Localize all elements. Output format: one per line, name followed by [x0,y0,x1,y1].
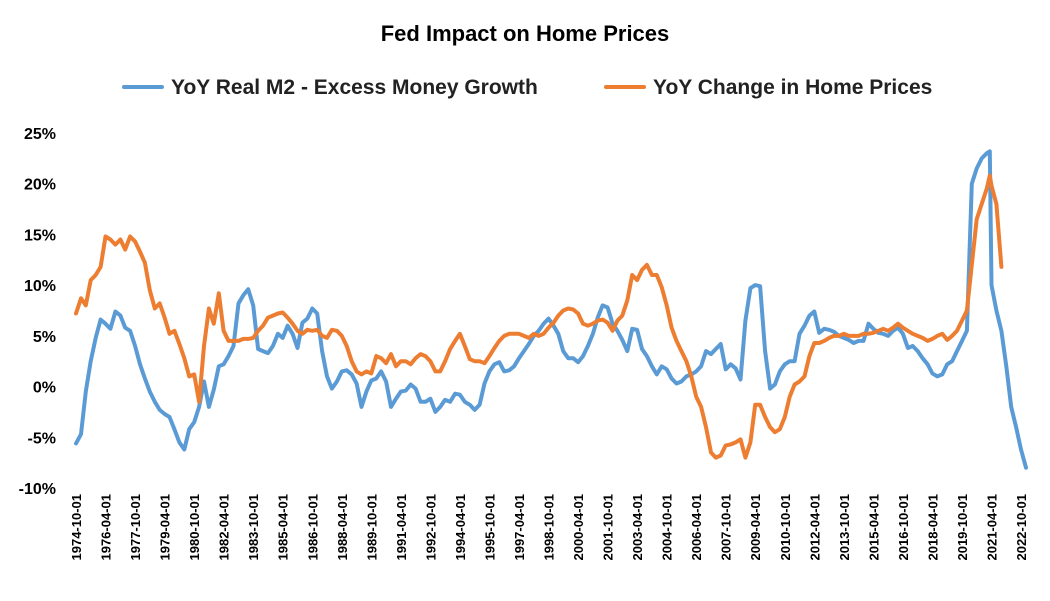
legend-label-home-prices: YoY Change in Home Prices [653,76,932,99]
chart-title: Fed Impact on Home Prices [381,21,670,46]
x-tick-label: 1974-10-01 [69,494,84,561]
x-tick-label: 2004-10-01 [660,494,675,561]
x-tick-label: 2001-10-01 [601,494,616,561]
series-line-m2 [74,149,1028,470]
y-tick-label: 15% [24,227,56,244]
x-tick-label: 2009-04-01 [748,494,763,561]
y-tick-label: -5% [28,430,56,447]
x-axis: 1974-10-01 1976-04-01 1977-10-01 1979-04-01… [69,494,1029,561]
x-tick-label: 2016-10-01 [896,494,911,561]
x-tick-label: 2000-04-01 [571,494,586,561]
legend-label-m2: YoY Real M2 - Excess Money Growth [171,76,538,99]
y-tick-label: 0% [33,380,56,397]
y-tick-label: -10% [19,481,56,498]
x-tick-label: 2022-10-01 [1014,494,1029,561]
x-tick-label: 2003-04-01 [630,494,645,561]
x-tick-label: 2021-04-01 [985,494,1000,561]
x-tick-label: 1982-04-01 [217,494,232,561]
x-tick-label: 2012-04-01 [807,494,822,561]
x-tick-label: 2019-10-01 [955,494,970,561]
x-tick-label: 1980-10-01 [187,494,202,561]
x-tick-label: 1977-10-01 [128,494,143,561]
x-tick-label: 1995-10-01 [482,494,497,561]
y-tick-label: 20% [24,177,56,194]
plot-area [74,149,1028,470]
x-tick-label: 1992-10-01 [423,494,438,561]
x-tick-label: 2013-10-01 [837,494,852,561]
x-tick-label: 1983-10-01 [246,494,261,561]
x-tick-label: 1986-10-01 [305,494,320,561]
x-tick-label: 1991-04-01 [394,494,409,561]
legend: YoY Real M2 - Excess Money Growth YoY Ch… [122,76,932,99]
x-tick-label: 1989-10-01 [364,494,379,561]
x-tick-label: 1998-10-01 [542,494,557,561]
x-tick-label: 1994-04-01 [453,494,468,561]
x-tick-label: 1997-04-01 [512,494,527,561]
x-tick-label: 2018-04-01 [925,494,940,561]
x-tick-label: 2015-04-01 [866,494,881,561]
x-tick-label: 2010-10-01 [778,494,793,561]
x-tick-label: 1988-04-01 [335,494,350,561]
y-axis: 25% 20% 15% 10% 5% 0% -5% -10% [19,126,56,498]
y-tick-label: 5% [33,329,56,346]
x-tick-label: 1985-04-01 [276,494,291,561]
y-tick-label: 25% [24,126,56,143]
y-tick-label: 10% [24,278,56,295]
series-line-home-prices [74,173,1004,460]
x-tick-label: 2006-04-01 [689,494,704,561]
x-tick-label: 1976-04-01 [99,494,114,561]
x-tick-label: 1979-04-01 [158,494,173,561]
x-tick-label: 2007-10-01 [719,494,734,561]
